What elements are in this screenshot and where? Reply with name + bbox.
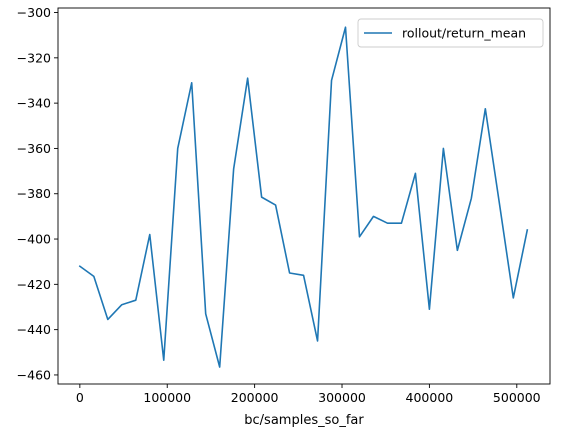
x-tick-label: 400000 <box>406 390 454 405</box>
y-tick-label: −320 <box>17 50 51 65</box>
y-tick-label: −460 <box>17 367 51 382</box>
legend-box <box>357 18 544 48</box>
x-tick-label: 300000 <box>318 390 366 405</box>
y-tick-label: −340 <box>17 96 51 111</box>
x-tick-label: 0 <box>76 390 84 405</box>
y-tick-label: −440 <box>17 322 51 337</box>
y-axis-ticks: −460 −440 −420 −400 −380 −360 −340 −320 −300 <box>17 5 58 382</box>
x-tick-label: 500000 <box>493 390 541 405</box>
x-axis-label: bc/samples_so_far <box>244 413 364 428</box>
series-line-rollout-return-mean <box>78 26 529 368</box>
y-tick-label: −360 <box>17 141 51 156</box>
series-layer <box>78 26 529 368</box>
x-axis-ticks: 0 100000 200000 300000 400000 500000 <box>76 384 541 405</box>
legend: rollout/return_mean <box>357 18 544 48</box>
y-tick-label: −380 <box>17 186 51 201</box>
plot-frame <box>57 7 551 385</box>
x-tick-label: 200000 <box>231 390 279 405</box>
y-tick-label: −400 <box>17 232 51 247</box>
y-tick-label: −420 <box>17 277 51 292</box>
y-tick-label: −300 <box>17 5 51 20</box>
x-tick-label: 100000 <box>143 390 191 405</box>
legend-label-rollout-return-mean: rollout/return_mean <box>402 26 526 41</box>
